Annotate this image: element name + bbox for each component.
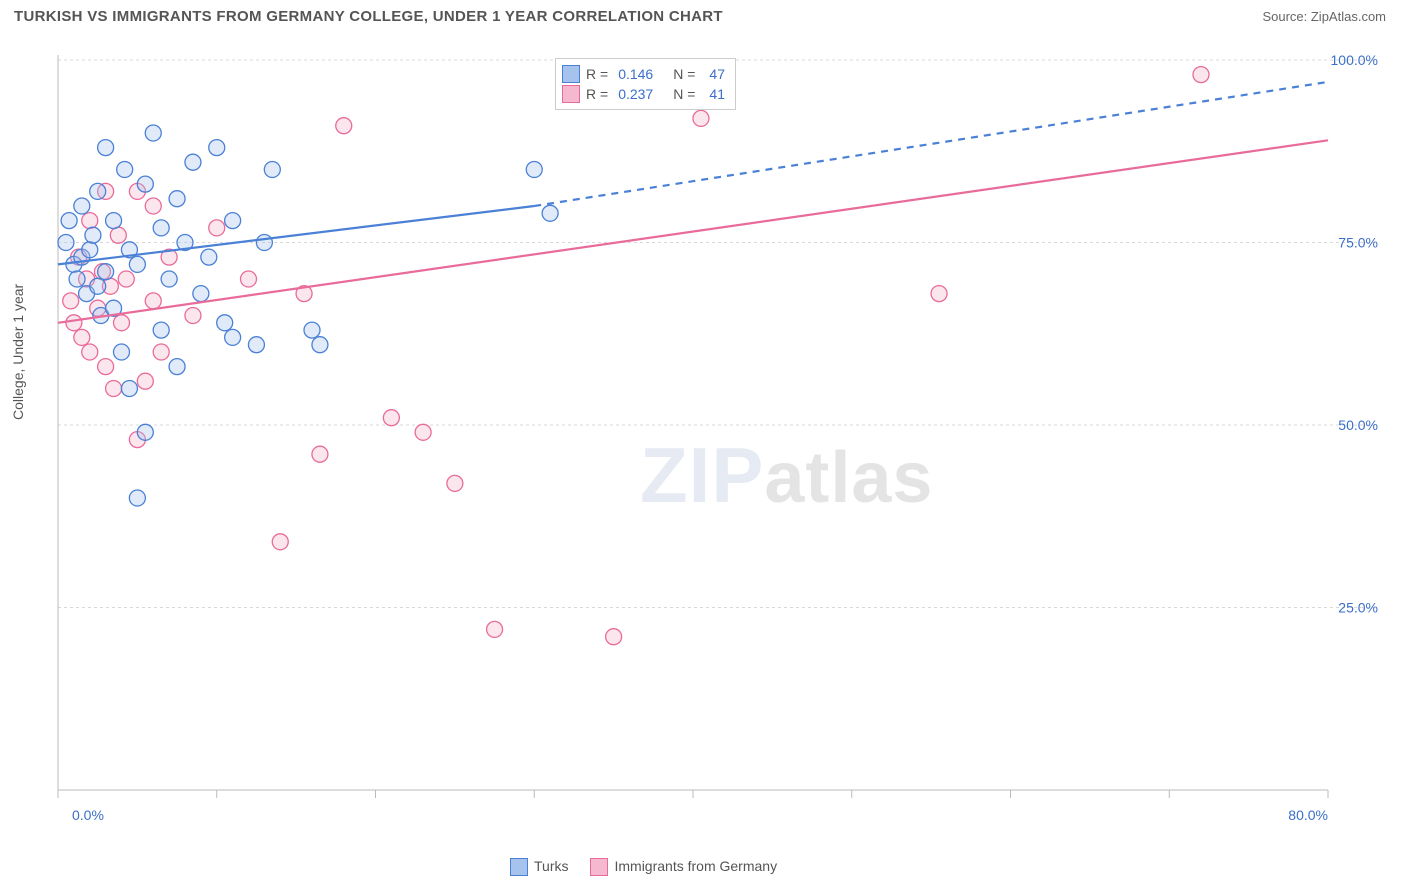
- legend-N-value: 41: [709, 86, 725, 102]
- legend-swatch: [562, 65, 580, 83]
- series-label: Immigrants from Germany: [614, 858, 777, 874]
- legend-swatch: [510, 858, 528, 876]
- y-axis-label: College, Under 1 year: [10, 284, 26, 420]
- legend-N-label: N =: [673, 86, 695, 102]
- legend-N-label: N =: [673, 66, 695, 82]
- legend-R-value: 0.146: [618, 66, 653, 82]
- svg-text:75.0%: 75.0%: [1338, 235, 1378, 251]
- legend-swatch: [562, 85, 580, 103]
- legend-R-label: R =: [586, 66, 608, 82]
- scatter-plot-svg: 25.0% 50.0% 75.0% 100.0% 0.0% 80.0%: [48, 50, 1388, 830]
- chart-title: TURKISH VS IMMIGRANTS FROM GERMANY COLLE…: [14, 8, 723, 25]
- svg-text:0.0%: 0.0%: [72, 807, 104, 823]
- svg-text:100.0%: 100.0%: [1331, 52, 1378, 68]
- legend-row: R = 0.146 N = 47: [562, 65, 725, 83]
- legend-N-value: 47: [709, 66, 725, 82]
- svg-text:25.0%: 25.0%: [1338, 600, 1378, 616]
- legend-R-value: 0.237: [618, 86, 653, 102]
- series-legend-item: Turks: [510, 858, 568, 876]
- legend-swatch: [590, 858, 608, 876]
- legend-row: R = 0.237 N = 41: [562, 85, 725, 103]
- series-legend: Turks Immigrants from Germany: [510, 858, 777, 876]
- series-legend-item: Immigrants from Germany: [590, 858, 777, 876]
- svg-text:80.0%: 80.0%: [1288, 807, 1328, 823]
- chart-area: 25.0% 50.0% 75.0% 100.0% 0.0% 80.0%: [48, 50, 1388, 830]
- legend-R-label: R =: [586, 86, 608, 102]
- correlation-legend: R = 0.146 N = 47 R = 0.237 N = 41: [555, 58, 736, 110]
- series-label: Turks: [534, 858, 568, 874]
- svg-text:50.0%: 50.0%: [1338, 417, 1378, 433]
- source-attribution: Source: ZipAtlas.com: [1262, 9, 1386, 24]
